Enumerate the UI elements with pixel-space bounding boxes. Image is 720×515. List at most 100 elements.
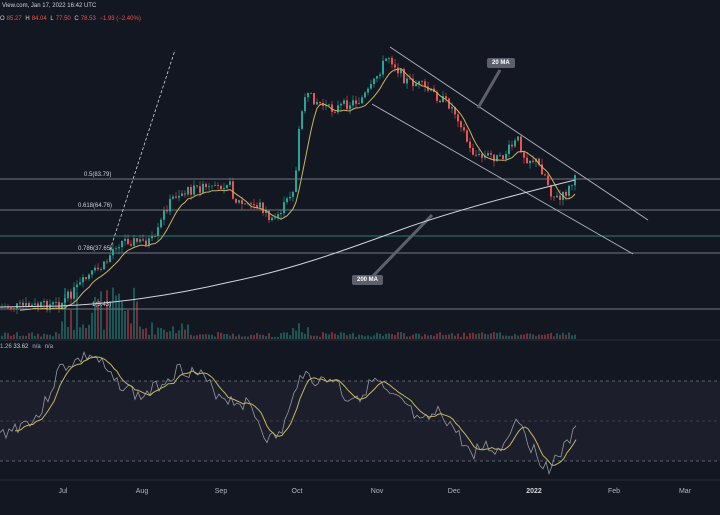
candle-body [40,302,42,308]
volume-bar [466,336,468,339]
volume-bar [289,335,291,339]
volume-bar [238,334,240,339]
volume-bar [511,335,513,339]
candle-body [313,93,315,105]
candle-body [310,92,312,94]
candle-body [412,78,414,87]
candle-body [22,302,24,306]
candle-body [109,255,111,263]
volume-bar [94,296,96,339]
volume-bar [391,334,393,339]
volume-bar [520,334,522,339]
candle-body [511,144,513,147]
candle-body [112,248,114,256]
volume-bar [61,321,63,339]
volume-bar [370,336,372,339]
candle-body [301,111,303,129]
volume-bar [268,333,270,339]
volume-bar [481,332,483,339]
volume-bar [142,329,144,339]
indicator-legend: 1.26 33.62 n/a n/a [0,342,57,352]
candle-body [337,105,339,113]
volume-bar [349,334,351,339]
candle-body [526,157,528,164]
candle-body [34,303,36,305]
volume-bar [64,287,66,339]
candle-body [565,191,567,196]
volume-bar [37,333,39,339]
volume-bar [232,333,234,339]
volume-bar [448,334,450,339]
candle-body [331,104,333,112]
candle-body [538,158,540,165]
candle-body [223,188,225,190]
volume-bar [565,334,567,339]
candle-body [325,105,327,107]
volume-bar [40,336,42,339]
volume-bar [244,336,246,339]
candle-body [520,136,522,153]
candle-body [46,301,48,310]
candle-body [154,236,156,237]
volume-bar [241,336,243,339]
volume-bar [70,309,72,339]
volume-bar [112,287,114,339]
candle-body [268,210,270,221]
candle-body [58,302,60,309]
candle-body [379,74,381,77]
candle-body [478,154,480,155]
volume-bar [526,333,528,339]
volume-bar [178,330,180,339]
candle-body [550,185,552,197]
volume-bar [265,335,267,339]
volume-bar [487,334,489,339]
candle-body [391,57,393,65]
candle-body [493,154,495,162]
candle-body [145,240,147,246]
volume-bar [445,334,447,339]
volume-bar [559,334,561,339]
volume-bar [556,333,558,339]
volume-bar [508,335,510,339]
candle-body [115,248,117,250]
candle-body [523,152,525,158]
candle-body [70,291,72,299]
volume-bar [79,327,81,339]
candle-body [271,217,273,221]
volume-bar [292,327,294,339]
candle-body [319,101,321,104]
candle-body [328,104,330,106]
candle-body [475,154,477,156]
volume-bar [163,329,165,339]
volume-bar [13,334,15,339]
volume-bar [430,335,432,339]
candle-body [175,196,177,198]
volume-bar [346,335,348,339]
volume-bar [184,329,186,339]
volume-bar [574,334,576,339]
candle-body [571,185,573,187]
volume-bar [253,335,255,339]
volume-bar [373,335,375,339]
volume-bar [499,332,501,339]
candle-body [49,304,51,310]
candle-body [502,155,504,159]
volume-bar [454,335,456,339]
candle-body [280,213,282,215]
candle-body [205,183,207,187]
volume-bar [505,335,507,339]
candle-body [403,69,405,84]
volume-bar [385,333,387,339]
volume-bar [118,293,120,339]
volume-bar [145,328,147,339]
volume-bar [97,298,99,339]
volume-bar [412,334,414,339]
volume-bar [460,336,462,339]
candle-body [499,155,501,157]
volume-bar [169,331,171,339]
volume-bar [523,334,525,339]
candle-body [199,186,201,193]
candle-body [238,200,240,203]
candle-body [346,100,348,110]
